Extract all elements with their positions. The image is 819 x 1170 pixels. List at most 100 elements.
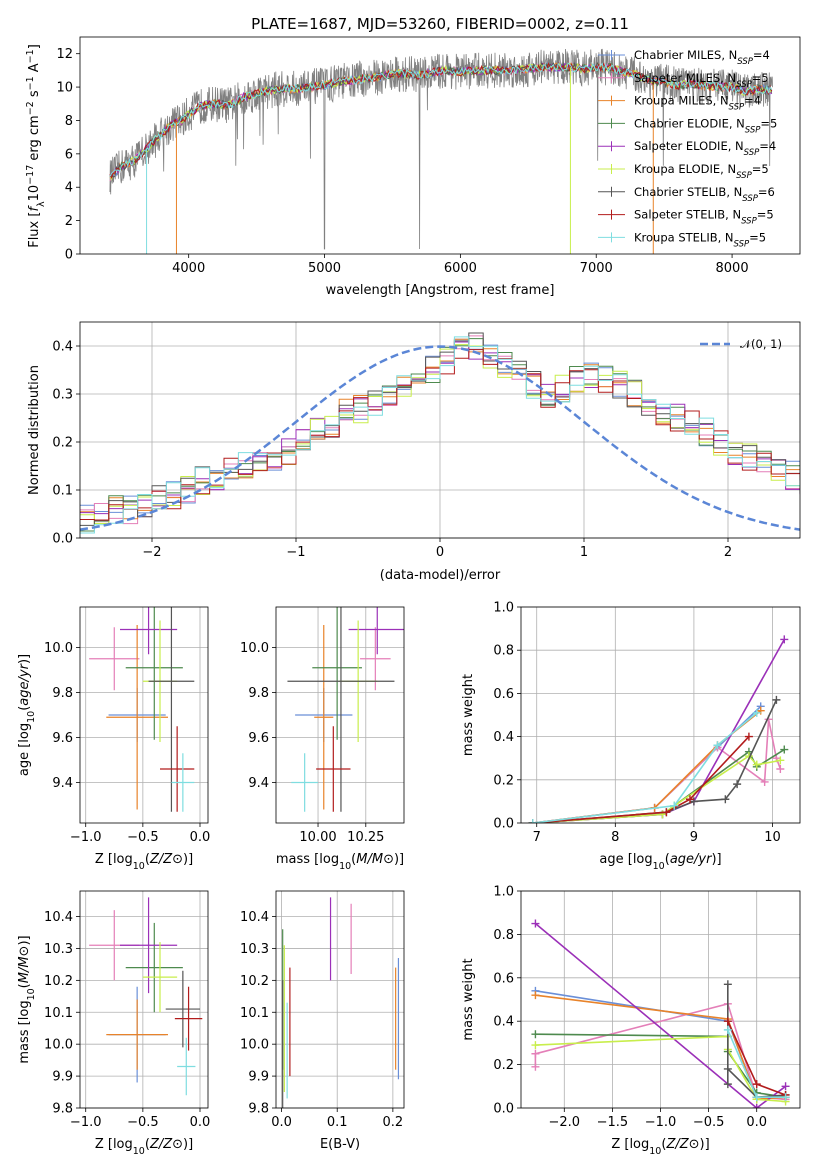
- y-tick-label: 4: [65, 181, 73, 196]
- spectrum-data-line: [109, 48, 773, 250]
- x-axis-label: Z [log10(Z/Z⊙)]: [95, 852, 193, 872]
- x-tick-label: −1.0: [70, 830, 102, 845]
- x-axis-label: Z [log10(Z/Z⊙)]: [611, 1137, 709, 1157]
- mass-weight-marker: [531, 1049, 540, 1058]
- legend: Chabrier MILES, NSSP=4 Salpeter MILES, NS…: [598, 48, 777, 249]
- x-tick-label: 0.0: [271, 1115, 292, 1130]
- y-tick-label: 1.0: [493, 885, 514, 900]
- mass-weight-marker: [752, 708, 761, 717]
- x-tick-label: −0.5: [127, 1115, 159, 1130]
- x-tick-label: 6000: [444, 261, 477, 276]
- y-tick-label: 0: [65, 248, 73, 263]
- x-tick-label: 0.0: [190, 1115, 211, 1130]
- y-tick-label: 9.8: [52, 1102, 73, 1117]
- y-tick-label: 0.6: [493, 971, 514, 986]
- y-tick-label: 0.2: [493, 773, 514, 788]
- mass-weight-marker: [531, 1062, 540, 1071]
- y-tick-label: 0.0: [52, 532, 73, 547]
- mass-weight-line: [532, 712, 758, 823]
- x-tick-label: 10.00: [299, 830, 336, 845]
- y-tick-label: 10.4: [240, 910, 269, 925]
- y-tick-label: 10.2: [44, 974, 73, 989]
- mass-weight-marker: [733, 780, 742, 789]
- y-tick-label: 6: [65, 147, 73, 162]
- legend-entry: 𝒩(0, 1): [740, 337, 782, 351]
- x-tick-label: 2: [724, 545, 732, 560]
- x-axis-label: age [log10(age/yr)]: [599, 852, 721, 872]
- x-tick-label: 1: [580, 545, 588, 560]
- y-tick-label: 10.0: [240, 641, 269, 656]
- mass-weight-line: [532, 710, 762, 823]
- mass-weight-line: [532, 748, 785, 823]
- x-tick-label: −2.0: [549, 1115, 581, 1130]
- x-tick-label: 9: [690, 830, 698, 845]
- y-axis-label: Normed distribution: [27, 365, 42, 495]
- y-tick-label: 10.0: [240, 1038, 269, 1053]
- plot-area: [282, 897, 400, 1108]
- x-tick-label: 7000: [580, 261, 613, 276]
- legend-entry: Salpeter ELODIE, NSSP=4: [634, 139, 776, 158]
- mass-weight-line: [534, 922, 787, 1108]
- mass-weight-marker: [744, 732, 753, 741]
- y-tick-label: 10.3: [44, 942, 73, 957]
- mass-weight-marker: [752, 1080, 761, 1089]
- axes-frame: [79, 606, 209, 824]
- axes-frame: [79, 36, 801, 255]
- spectrum-model-line: [109, 61, 773, 180]
- residuals-panel: −2 −1 0 1 2 0.0 0.1 0.2 0.3 0.4 (data-model)/error…: [27, 321, 801, 583]
- x-tick-label: 8: [611, 830, 619, 845]
- mass-weight-marker: [670, 801, 679, 810]
- y-tick-label: 0.1: [52, 484, 73, 499]
- legend-entry: Chabrier STELIB, NSSP=6: [634, 185, 775, 204]
- x-tick-label: 0.2: [383, 1115, 404, 1130]
- mass-weight-vs-metallicity-panel: −2.0 −1.5 −1.0 −0.5 0.0 0.0 0.2 0.4 0.6 0.8 1.0 Z […: [461, 885, 801, 1157]
- x-tick-label: 4000: [172, 261, 205, 276]
- x-tick-label: −1.0: [645, 1115, 677, 1130]
- x-tick-label: −0.5: [693, 1115, 725, 1130]
- mass-weight-marker: [531, 919, 540, 928]
- mass-weight-marker: [662, 808, 671, 817]
- mass-vs-metallicity-panel: −1.0 −0.5 0.0 9.8 9.9 10.0 10.1 10.2 10.3 10.4 Z […: [17, 890, 211, 1157]
- y-tick-label: 10.2: [240, 974, 269, 989]
- mass-weight-marker: [723, 1080, 732, 1089]
- y-tick-label: 0.4: [52, 340, 73, 355]
- mass-weight-line: [532, 705, 762, 823]
- y-tick-label: 0.2: [52, 436, 73, 451]
- x-tick-label: 0.1: [327, 1115, 348, 1130]
- plot-area: [531, 919, 790, 1108]
- mass-weight-marker: [531, 1030, 540, 1039]
- y-axis-label: mass weight: [461, 958, 476, 1040]
- y-axis-label: mass weight: [461, 674, 476, 756]
- y-tick-label: 12: [56, 47, 73, 62]
- x-tick-label: −2: [142, 545, 161, 560]
- axes-frame: [79, 890, 209, 1109]
- y-axis-label: mass [log10(M/M⊙)]: [17, 935, 37, 1063]
- x-tick-label: 5000: [308, 261, 341, 276]
- x-tick-label: −0.5: [127, 830, 159, 845]
- plot-area: [89, 897, 203, 1096]
- y-tick-label: 10.1: [44, 1006, 73, 1021]
- x-tick-label: 10.25: [347, 830, 384, 845]
- legend-entry: Chabrier MILES, NSSP=4: [634, 48, 770, 67]
- mass-weight-marker: [713, 741, 722, 750]
- normal-curve: [80, 345, 800, 531]
- age-vs-metallicity-panel: −1.0 −0.5 0.0 9.4 9.6 9.8 10.0 Z [log10(Z/Z⊙)] a…: [17, 606, 210, 872]
- y-tick-label: 9.8: [248, 1102, 269, 1117]
- y-tick-label: 10.1: [240, 1006, 269, 1021]
- mass-weight-marker: [752, 760, 761, 769]
- axes-frame: [275, 606, 405, 824]
- plot-area: [287, 607, 404, 812]
- x-tick-label: 8000: [716, 261, 749, 276]
- y-tick-label: 9.6: [248, 731, 269, 746]
- x-tick-label: −1.5: [597, 1115, 629, 1130]
- legend-entry: Salpeter MILES, NSSP=5: [634, 71, 769, 90]
- mass-weight-marker: [723, 1025, 732, 1034]
- x-tick-label: 10: [764, 830, 781, 845]
- y-tick-label: 9.4: [52, 776, 73, 791]
- age-vs-mass-panel: 10.00 10.25 9.4 9.6 9.8 10.0 mass [log10(M/M⊙)…: [240, 606, 405, 872]
- mass-weight-marker: [776, 765, 785, 773]
- plot-area: [89, 607, 195, 812]
- y-tick-label: 0.2: [493, 1058, 514, 1073]
- mass-weight-marker: [721, 795, 730, 804]
